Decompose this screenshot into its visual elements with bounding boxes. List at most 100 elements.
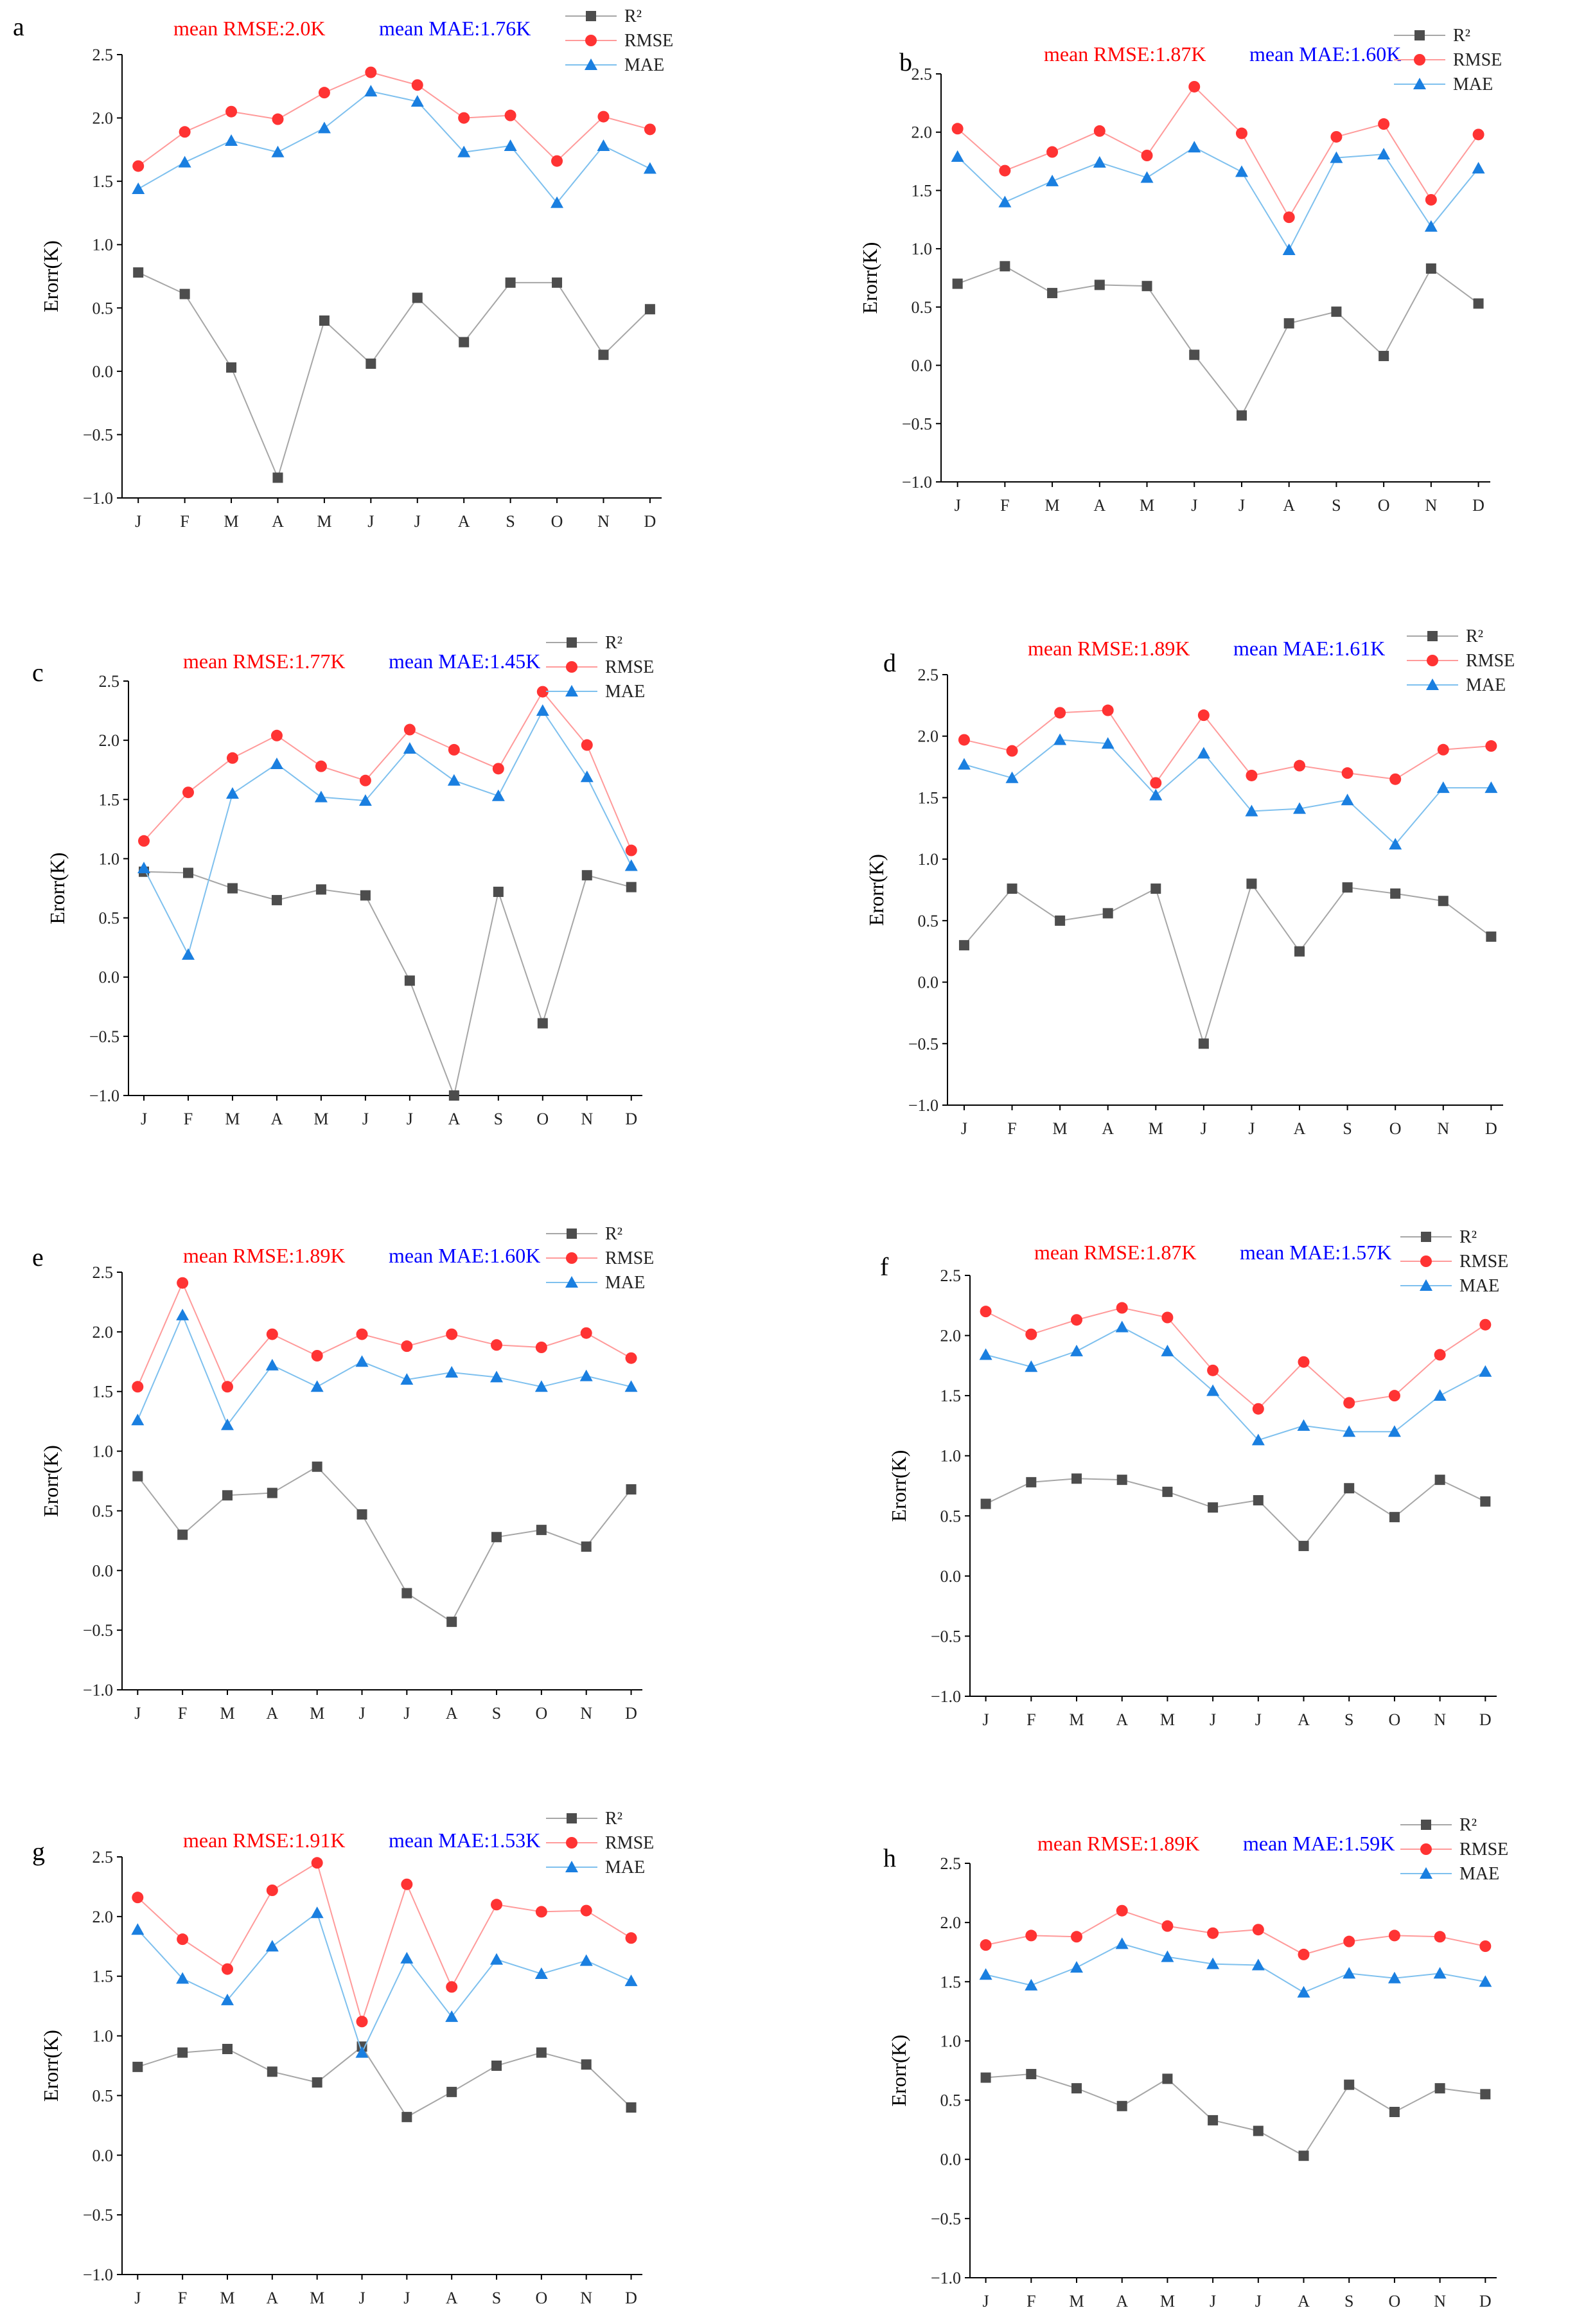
point-mae [355, 1355, 369, 1367]
y-axis-title: Erorr(K) [865, 854, 888, 926]
y-tick-label: 1.0 [99, 849, 120, 868]
y-tick-label: −0.5 [83, 425, 113, 444]
x-tick-label: J [135, 512, 141, 531]
legend-label-mae: MAE [605, 682, 645, 702]
point-rmse [491, 1339, 503, 1351]
point-r2 [1434, 2083, 1445, 2094]
x-tick-label: J [1210, 2292, 1216, 2311]
point-mae [137, 862, 150, 874]
x-tick-label: O [1378, 496, 1390, 515]
y-tick-label: 1.5 [912, 181, 933, 200]
legend-label-r2: R² [605, 1224, 622, 1244]
point-rmse [1434, 1931, 1446, 1943]
point-mae [270, 758, 283, 769]
y-tick-label: 1.5 [93, 1383, 114, 1401]
point-rmse [1479, 1940, 1492, 1952]
x-tick-label: J [1255, 1710, 1262, 1729]
point-rmse [1472, 129, 1484, 141]
legend-marker-rmse [1427, 655, 1438, 666]
x-tick-label: D [1485, 1119, 1497, 1138]
point-r2 [505, 277, 516, 288]
summary-rmse: mean RMSE:1.91K [183, 1829, 345, 1852]
point-r2 [598, 350, 609, 360]
point-rmse [1330, 130, 1343, 143]
point-mae [400, 1951, 414, 1964]
x-tick-label: A [1298, 2292, 1310, 2311]
point-mae [1140, 171, 1154, 183]
point-r2 [177, 1529, 188, 1540]
point-r2 [267, 2066, 278, 2077]
y-tick-label: 1.0 [940, 2032, 962, 2050]
legend-marker-mae [565, 1861, 578, 1872]
point-mae [314, 790, 328, 803]
point-mae [1297, 1419, 1310, 1431]
y-tick-label: 2.0 [918, 727, 939, 746]
y-tick-label: 0.0 [93, 362, 114, 381]
point-mae [1341, 794, 1354, 806]
point-r2 [404, 975, 415, 986]
point-mae [1053, 733, 1067, 745]
x-tick-label: D [625, 1704, 637, 1723]
x-tick-label: A [446, 1704, 458, 1723]
point-r2 [1007, 883, 1018, 894]
x-tick-label: J [362, 1110, 369, 1128]
point-mae [131, 1923, 145, 1935]
panel-letter: b [899, 48, 912, 76]
legend-marker-mae [1426, 679, 1439, 690]
y-tick-label: −1.0 [931, 2269, 961, 2287]
point-r2 [1102, 908, 1113, 919]
point-mae [1479, 1975, 1492, 1987]
legend-label-mae: MAE [624, 55, 664, 75]
point-r2 [226, 362, 237, 373]
x-tick-label: M [310, 2289, 324, 2307]
point-rmse [1378, 118, 1390, 130]
legend-marker-r2 [567, 637, 577, 648]
point-mae [1025, 1978, 1038, 1991]
y-tick-label: 2.5 [940, 1266, 962, 1285]
point-r2 [491, 2061, 502, 2071]
y-tick-label: 0.0 [93, 2146, 114, 2165]
point-r2 [537, 1018, 548, 1029]
point-rmse [311, 1857, 323, 1869]
point-r2 [177, 2047, 188, 2058]
legend-marker-r2 [567, 1813, 577, 1823]
legend-label-rmse: RMSE [1459, 1252, 1508, 1272]
x-tick-label: N [580, 1704, 592, 1723]
point-r2 [626, 2102, 637, 2113]
x-tick-label: J [955, 496, 961, 515]
point-r2 [980, 2072, 991, 2083]
point-rmse [266, 1885, 278, 1896]
point-rmse [1188, 80, 1201, 93]
point-rmse [226, 752, 238, 764]
series-line-mae [143, 709, 632, 957]
point-mae [1235, 165, 1248, 177]
point-mae [181, 948, 195, 960]
point-r2 [1438, 896, 1449, 907]
summary-mae: mean MAE:1.60K [389, 1244, 540, 1267]
x-tick-label: S [1343, 1119, 1352, 1138]
legend-marker-mae [565, 1276, 578, 1288]
x-tick-label: A [1093, 496, 1106, 515]
x-tick-label: A [266, 2289, 278, 2307]
x-tick-label: J [141, 1110, 147, 1128]
point-mae [579, 1369, 593, 1381]
legend-label-rmse: RMSE [605, 657, 654, 677]
y-axis-title: Erorr(K) [887, 2035, 910, 2107]
x-tick-label: A [1116, 1710, 1128, 1729]
chart-panel-f: f mean RMSE:1.87K mean MAE:1.57K −1.0 −0.5 0.… [880, 1227, 1508, 1729]
x-tick-label: S [492, 2289, 501, 2307]
point-rmse [581, 739, 593, 751]
y-tick-label: 2.5 [93, 46, 114, 64]
point-r2 [1000, 261, 1010, 272]
legend-label-mae: MAE [605, 1273, 645, 1293]
point-mae [597, 139, 610, 151]
series-line-r2 [137, 272, 651, 480]
point-mae [1206, 1957, 1220, 1969]
x-tick-label: O [1389, 1710, 1401, 1729]
legend-label-r2: R² [1466, 626, 1483, 646]
point-r2 [132, 2061, 143, 2072]
point-mae [624, 859, 638, 871]
point-r2 [179, 288, 190, 299]
point-mae [1115, 1320, 1129, 1333]
point-mae [310, 1906, 324, 1919]
